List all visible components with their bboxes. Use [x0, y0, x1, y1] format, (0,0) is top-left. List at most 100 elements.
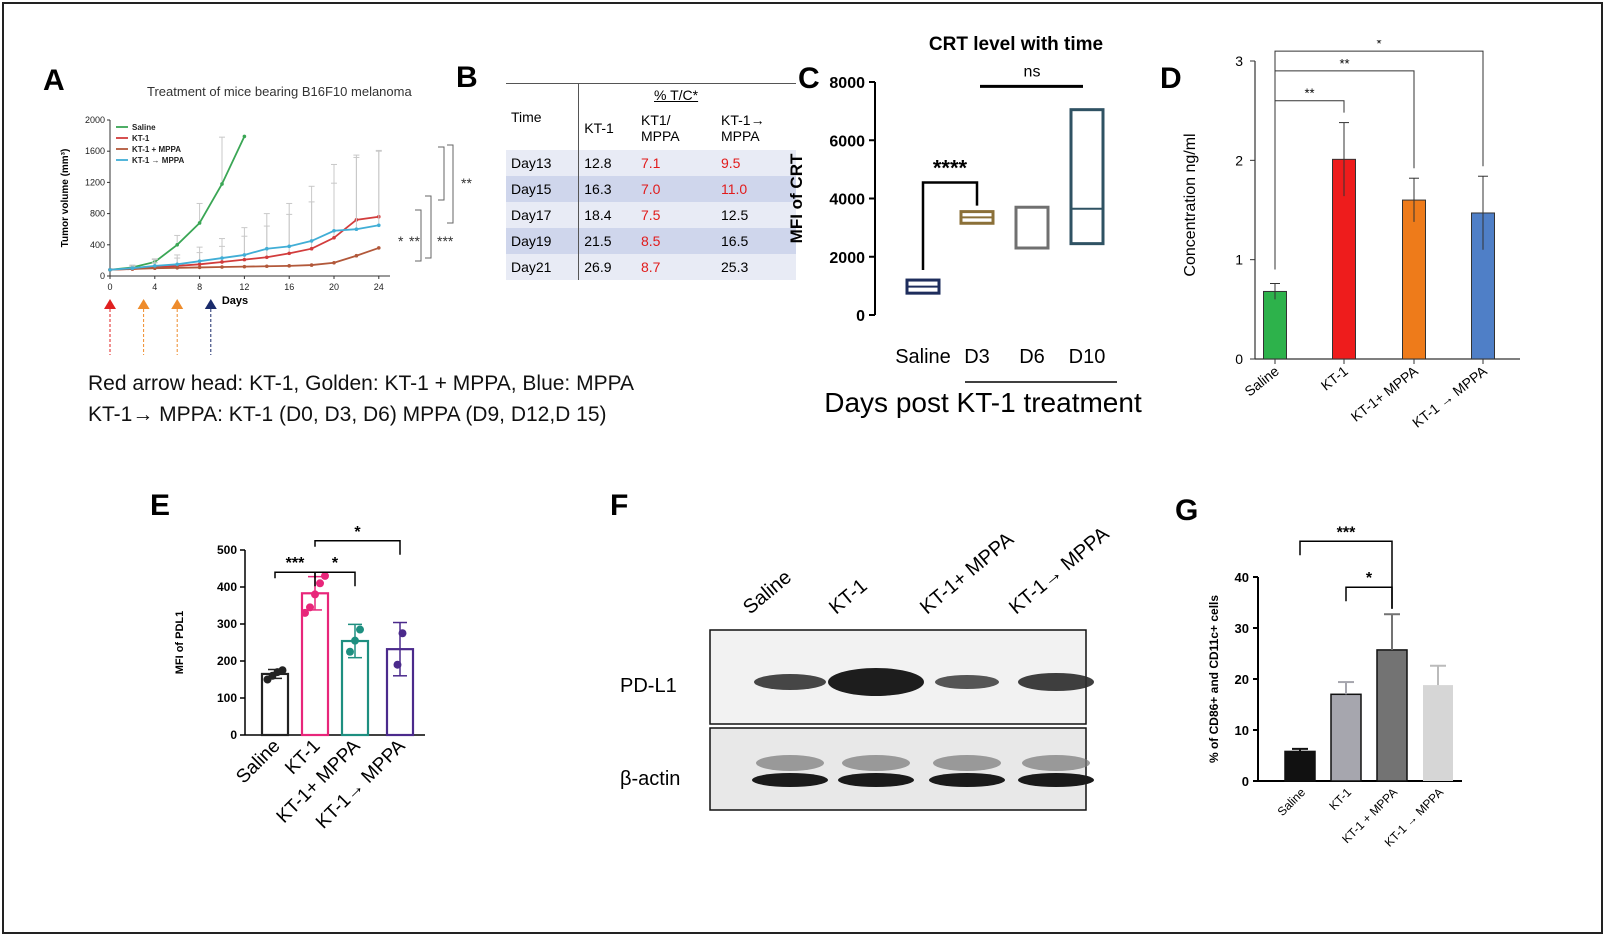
panel-g-sig-bracket	[1299, 540, 1393, 609]
tc-table-cell: 12.8	[578, 150, 636, 176]
panel-a-treatment-arrowhead	[171, 299, 184, 309]
tc-table-cell: Day13	[506, 150, 580, 176]
panel-e-data-point	[306, 603, 314, 612]
tc-table-header-row-1: Time % T/C*	[506, 83, 796, 150]
panel-a-treatment-arrowhead	[104, 299, 116, 309]
panel-f-pdl1-band	[754, 674, 826, 690]
panel-a-data-point	[287, 251, 291, 256]
panel-d-sig-star: **	[1304, 86, 1314, 101]
panel-e-sig-star: *	[332, 555, 339, 572]
panel-a-sig-star: **	[461, 175, 472, 191]
panel-a-data-point	[220, 256, 224, 260]
panel-e-y-tick-label: 300	[217, 617, 237, 631]
panel-c-x-axis-caption: Days post KT-1 treatment	[824, 387, 1142, 418]
panel-e-data-point	[278, 666, 287, 675]
panel-f-actin-upper-band	[842, 755, 910, 771]
panel-f-pdl1-band	[828, 668, 924, 696]
panel-f-row-label-pdl1: PD-L1	[620, 675, 677, 697]
panel-d-x-tick-label: KT-1	[1318, 363, 1351, 394]
panel-e-data-point	[398, 629, 407, 638]
tc-table-cell: 9.5	[716, 150, 796, 176]
tc-table-row: Day17 18.4 7.5 12.5	[506, 202, 796, 228]
panel-c-chart: C CRT level with time 0 2000 4000 6000 8000 MFI…	[787, 34, 1142, 418]
panel-e-sig-bracket	[274, 571, 316, 587]
panel-d-x-tick-label: KT-1+ MPPA	[1348, 362, 1422, 424]
panel-e-sig-bracket	[314, 571, 356, 587]
panel-d-sig-bracket	[1274, 50, 1484, 270]
panel-a-treatment-arrowhead	[204, 299, 217, 309]
panel-a-data-point	[175, 243, 179, 247]
panel-d-bar	[1402, 199, 1426, 360]
panel-e-data-point	[311, 590, 319, 599]
tc-group-header: % T/C*	[636, 83, 796, 106]
panel-a-data-point	[265, 264, 269, 269]
panel-a-data-point	[309, 246, 314, 251]
panel-g-sig-star: *	[1366, 570, 1373, 587]
panel-d-bar	[1263, 290, 1287, 360]
tc-table-row: Day19 21.5 8.5 16.5	[506, 228, 796, 254]
panel-f-actin-band	[838, 773, 914, 787]
panel-a-data-point	[354, 227, 359, 231]
tc-table-cell: 7.5	[636, 202, 716, 228]
panel-c-y-tick-label: 2000	[829, 250, 865, 267]
panel-e-data-point	[346, 647, 354, 656]
panel-a-data-point	[265, 255, 269, 260]
panel-c-label: C	[798, 62, 820, 95]
tc-table-cell: 8.7	[636, 254, 716, 280]
panel-d-y-tick-label: 2	[1235, 152, 1243, 168]
panel-d-x-tick-label: KT-1 → MPPA	[1409, 362, 1490, 430]
panel-c-y-tick-label: 6000	[829, 133, 865, 150]
panel-a-data-point	[197, 265, 202, 270]
panel-a-x-axis-label: Days	[222, 295, 248, 307]
tc-table-header-row-2: KT-1 KT1/ MPPA KT-1→ MPPA	[506, 106, 796, 150]
panel-a-data-point	[287, 264, 291, 268]
panel-a-sig-bracket	[415, 209, 422, 262]
tc-table-cell: Day17	[506, 202, 580, 228]
panel-d-chart: D 0 1 2 3 Concentration ng/ml Saline KT-1KT-1+ …	[1160, 40, 1520, 430]
panel-c-box-d10	[1069, 108, 1105, 246]
panel-d-y-tick-label: 3	[1235, 53, 1243, 69]
panel-f-label: F	[610, 489, 628, 522]
panel-a-data-point	[197, 221, 202, 225]
tc-table-cell: 26.9	[578, 254, 636, 280]
panel-g-bar	[1284, 750, 1316, 782]
panel-a-x-tick-label: 24	[374, 282, 384, 292]
panel-a-data-point	[332, 260, 336, 265]
panel-a-data-point	[309, 239, 314, 243]
panel-e-sig-star: *	[354, 524, 361, 541]
panel-f-actin-upper-band	[933, 755, 1001, 771]
tc-col-kt1-then-mppa: KT-1→ MPPA	[721, 112, 765, 144]
panel-c-sig-bracket	[921, 181, 979, 271]
panel-a-data-point	[220, 260, 224, 264]
panel-f-actin-upper-band	[1022, 755, 1090, 771]
tc-col-time: Time	[506, 83, 580, 150]
panel-c-title: CRT level with time	[929, 34, 1103, 55]
panel-c-y-tick-label: 0	[856, 308, 865, 325]
panel-b-label-svg: B	[456, 61, 478, 94]
tc-table-row: Day15 16.3 7.0 11.0	[506, 176, 796, 202]
panel-a-data-point	[153, 264, 157, 268]
panel-a-sig-star: ***	[437, 233, 454, 249]
panel-a-sig-star: **	[409, 233, 420, 249]
panel-a-label: A	[43, 64, 65, 97]
panel-e-data-point	[316, 579, 324, 588]
panel-f-lane-label: KT-1+ MPPA	[916, 528, 1018, 619]
panel-a-sig-bracket	[447, 144, 454, 224]
panel-e-y-tick-label: 400	[217, 580, 237, 594]
panel-a-x-tick-label: 4	[152, 282, 157, 292]
panel-a-x-tick-label: 8	[197, 282, 202, 292]
panel-e-data-point	[321, 571, 329, 580]
panel-a-data-point	[130, 266, 135, 270]
panel-a-legend-label: KT-1 + MPPA	[132, 145, 181, 154]
panel-d-y-tick-label: 0	[1235, 351, 1243, 367]
panel-c-sig-star: ****	[933, 155, 968, 180]
tc-table-cell: 11.0	[716, 176, 796, 202]
panel-d-x-tick-label: Saline	[1241, 363, 1282, 400]
tc-table-cell: Day21	[506, 254, 580, 280]
panel-f-actin-band	[752, 773, 828, 787]
tc-table-cell: Day19	[506, 228, 580, 254]
panel-a-data-point	[242, 134, 247, 139]
tc-table-cell: 18.4	[578, 202, 636, 228]
